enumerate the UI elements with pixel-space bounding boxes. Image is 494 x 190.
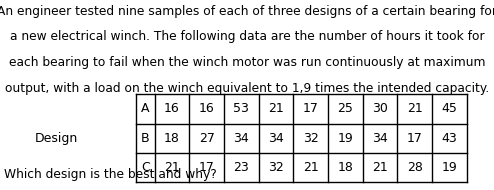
Text: 21: 21 [372,161,388,174]
Text: 34: 34 [234,132,249,145]
Text: output, with a load on the winch equivalent to 1,9 times the intended capacity.: output, with a load on the winch equival… [5,82,489,95]
Text: 25: 25 [337,102,353,115]
Text: C: C [141,161,150,174]
Text: B: B [141,132,150,145]
Text: 21: 21 [407,102,423,115]
Text: 32: 32 [268,161,284,174]
Text: each bearing to fail when the winch motor was run continuously at maximum: each bearing to fail when the winch moto… [9,56,485,69]
Text: 16: 16 [199,102,214,115]
Text: 28: 28 [407,161,423,174]
Text: 18: 18 [337,161,353,174]
Text: 27: 27 [199,132,214,145]
Text: 16: 16 [164,102,180,115]
Text: A: A [141,102,150,115]
Text: 17: 17 [199,161,214,174]
Text: 43: 43 [442,132,457,145]
Text: 18: 18 [164,132,180,145]
Text: 34: 34 [268,132,284,145]
Text: Which design is the best and why?: Which design is the best and why? [4,169,217,181]
Text: a new electrical winch. The following data are the number of hours it took for: a new electrical winch. The following da… [10,30,484,43]
Text: 19: 19 [442,161,457,174]
Text: 23: 23 [234,161,249,174]
Text: Design: Design [35,132,78,145]
Text: 17: 17 [303,102,319,115]
Text: 19: 19 [337,132,353,145]
Text: 32: 32 [303,132,319,145]
Text: An engineer tested nine samples of each of three designs of a certain bearing fo: An engineer tested nine samples of each … [0,5,494,18]
Text: 30: 30 [372,102,388,115]
Text: 34: 34 [372,132,388,145]
Text: 17: 17 [407,132,423,145]
Text: 45: 45 [442,102,457,115]
Text: 53: 53 [233,102,249,115]
Text: 21: 21 [303,161,319,174]
Text: 21: 21 [164,161,180,174]
Text: 21: 21 [268,102,284,115]
